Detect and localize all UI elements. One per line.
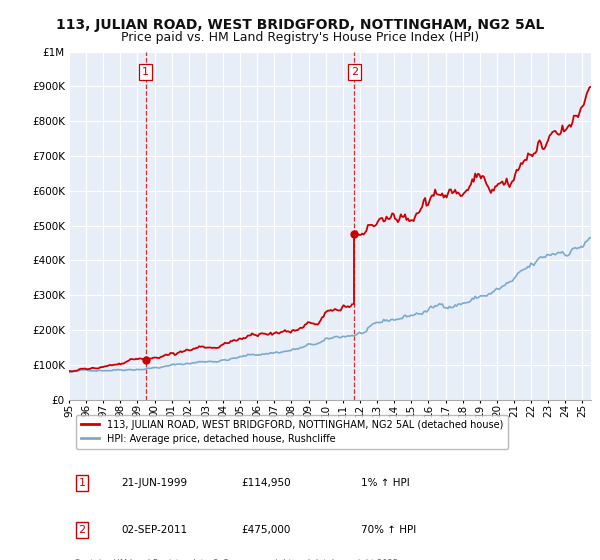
Text: Price paid vs. HM Land Registry's House Price Index (HPI): Price paid vs. HM Land Registry's House … [121, 31, 479, 44]
Text: 1: 1 [79, 478, 86, 488]
Text: 02-SEP-2011: 02-SEP-2011 [121, 525, 187, 535]
Text: 70% ↑ HPI: 70% ↑ HPI [361, 525, 416, 535]
Text: 1% ↑ HPI: 1% ↑ HPI [361, 478, 410, 488]
Text: 113, JULIAN ROAD, WEST BRIDGFORD, NOTTINGHAM, NG2 5AL: 113, JULIAN ROAD, WEST BRIDGFORD, NOTTIN… [56, 18, 544, 32]
Text: 2: 2 [351, 67, 358, 77]
Legend: 113, JULIAN ROAD, WEST BRIDGFORD, NOTTINGHAM, NG2 5AL (detached house), HPI: Ave: 113, JULIAN ROAD, WEST BRIDGFORD, NOTTIN… [76, 415, 508, 449]
Text: 1: 1 [142, 67, 149, 77]
Text: £114,950: £114,950 [241, 478, 291, 488]
Text: £475,000: £475,000 [241, 525, 290, 535]
Text: Contains HM Land Registry data © Crown copyright and database right 2025.
This d: Contains HM Land Registry data © Crown c… [74, 559, 401, 560]
Text: 21-JUN-1999: 21-JUN-1999 [121, 478, 187, 488]
Text: 2: 2 [79, 525, 86, 535]
